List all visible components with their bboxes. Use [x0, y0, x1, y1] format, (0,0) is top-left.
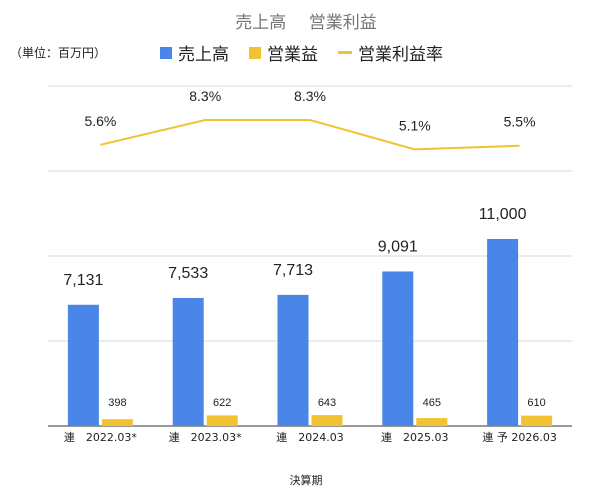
bar-operating-profit	[416, 418, 448, 426]
data-label-margin: 5.1%	[399, 117, 431, 133]
x-tick-label: 連 2025.03	[381, 430, 449, 444]
data-label-sales: 7,131	[63, 272, 103, 289]
x-tick-label: 連 2022.03*	[64, 430, 137, 444]
data-label-operating-profit: 610	[527, 397, 545, 409]
legend-item-sales: 売上高	[160, 40, 229, 65]
data-label-sales: 11,000	[479, 206, 527, 223]
bar-operating-profit	[521, 415, 553, 426]
data-label-operating-profit: 622	[213, 397, 231, 409]
data-label-margin: 8.3%	[294, 88, 326, 104]
bar-sales	[67, 304, 99, 426]
data-label-margin: 5.6%	[84, 113, 116, 129]
line-operating-margin	[100, 119, 520, 151]
x-tick-label: 連 2023.03*	[169, 430, 242, 444]
legend: 売上高 営業益 営業利益率	[160, 40, 463, 65]
data-label-operating-profit: 398	[108, 397, 126, 409]
bar-sales	[487, 239, 519, 426]
unit-note: （単位：百万円）	[10, 46, 107, 60]
chart-title: 売上高 営業利益	[235, 13, 377, 33]
bar-operating-profit	[101, 419, 133, 426]
bar-sales	[172, 297, 204, 426]
legend-label-sales: 売上高	[178, 45, 229, 65]
legend-item-margin: 営業利益率	[338, 40, 443, 65]
data-label-sales: 7,533	[168, 265, 208, 282]
legend-label-margin: 営業利益率	[358, 45, 443, 65]
bar-operating-profit	[311, 415, 343, 426]
x-tick-label: 連 2024.03	[276, 430, 344, 444]
x-tick-label: 連 予 2026.03	[482, 430, 556, 444]
data-label-operating-profit: 643	[318, 397, 336, 409]
x-axis-title: 決算期	[289, 474, 323, 487]
legend-label-operating-profit: 営業益	[267, 45, 318, 65]
bar-sales	[382, 271, 414, 426]
legend-swatch-operating-profit	[249, 46, 261, 59]
bar-operating-profit	[206, 415, 238, 426]
data-label-sales: 9,091	[378, 238, 418, 255]
data-label-sales: 7,713	[273, 262, 313, 279]
data-label-margin: 5.5%	[504, 114, 536, 130]
legend-swatch-margin	[338, 51, 352, 54]
data-label-margin: 8.3%	[189, 88, 221, 104]
data-label-operating-profit: 465	[423, 397, 441, 409]
legend-swatch-sales	[160, 46, 172, 59]
legend-item-operating-profit: 営業益	[249, 40, 318, 65]
bar-sales	[277, 294, 309, 426]
